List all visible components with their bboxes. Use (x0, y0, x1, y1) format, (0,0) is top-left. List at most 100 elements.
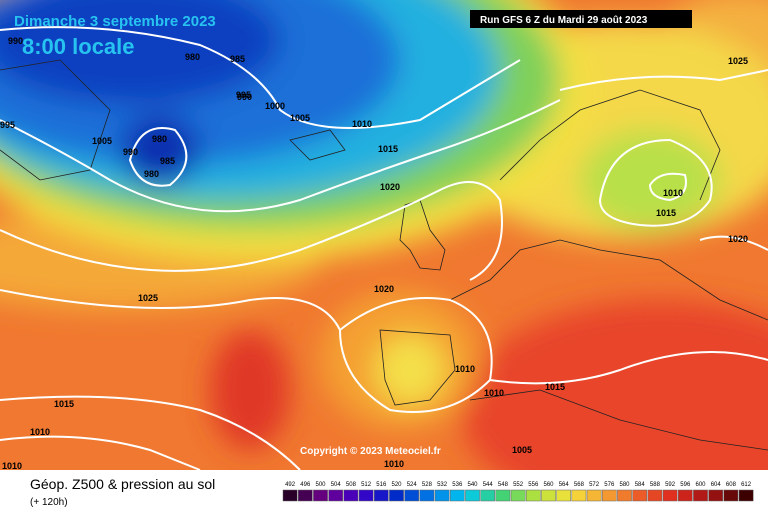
isobar-label: 1025 (138, 293, 158, 303)
scale-swatch (449, 489, 465, 502)
scale-swatch (556, 489, 572, 502)
scale-label: 584 (635, 482, 646, 488)
scale-label: 604 (711, 482, 722, 488)
footer-title: Géop. Z500 & pression au sol (30, 476, 215, 492)
scale-label: 608 (726, 482, 737, 488)
forecast-time: 8:00 locale (22, 34, 135, 59)
isobar-label: 980 (144, 169, 159, 179)
scale-swatch (465, 489, 480, 502)
isobar-label: 1010 (484, 388, 504, 398)
scale-swatch (677, 489, 693, 502)
coastlines (0, 59, 768, 451)
scale-swatch (282, 489, 298, 502)
isobar-label: 1015 (545, 382, 565, 392)
scale-swatch (510, 489, 526, 502)
scale-label: 536 (452, 482, 463, 488)
copyright: Copyright © 2023 Meteociel.fr (300, 446, 441, 457)
scale-swatch (617, 489, 632, 502)
scale-label: 500 (315, 482, 326, 488)
scale-swatch (647, 489, 663, 502)
scale-swatch (571, 489, 587, 502)
isobar-label: 1015 (378, 144, 398, 154)
scale-label: 568 (574, 482, 585, 488)
scale-label: 504 (331, 482, 342, 488)
isobar-label: 1020 (728, 234, 748, 244)
isobar-label: 985 (160, 156, 175, 166)
isobar-label: 1010 (663, 188, 683, 198)
isobar-label: 990 (123, 147, 138, 157)
isobar-label: 1005 (290, 113, 310, 123)
scale-label: 512 (361, 482, 372, 488)
isobar-label: 1010 (30, 427, 50, 437)
scale-swatch (328, 489, 344, 502)
isobar-label: 1005 (512, 445, 532, 455)
scale-swatch (389, 489, 404, 502)
scale-label: 508 (346, 482, 357, 488)
scale-swatch (419, 489, 435, 502)
scale-swatch (662, 489, 678, 502)
isobar-label: 1015 (656, 208, 676, 218)
scale-swatch (541, 489, 556, 502)
scale-swatch (723, 489, 739, 502)
scale-swatch (480, 489, 496, 502)
scale-label: 560 (543, 482, 554, 488)
isobar-label: 1005 (92, 136, 112, 146)
scale-swatch (373, 489, 389, 502)
isobar-label: 990 (8, 36, 23, 46)
scale-label: 548 (498, 482, 509, 488)
run-label: Run GFS 6 Z du Mardi 29 août 2023 (480, 15, 648, 26)
scale-label: 492 (285, 482, 296, 488)
scale-label: 592 (665, 482, 676, 488)
isobars (0, 26, 768, 471)
scale-label: 588 (650, 482, 661, 488)
scale-swatch (601, 489, 617, 502)
scale-label: 564 (559, 482, 570, 488)
scale-label: 520 (391, 482, 402, 488)
scale-label: 524 (407, 482, 418, 488)
isobar-label: 1000 (265, 101, 285, 111)
footer-lead: (+ 120h) (30, 497, 68, 508)
scale-swatch (525, 489, 541, 502)
isobar-label: 1015 (54, 399, 74, 409)
scale-label: 532 (437, 482, 448, 488)
run-box (470, 10, 692, 28)
scale-label: 612 (741, 482, 752, 488)
scale-swatch (358, 489, 374, 502)
scale-swatch (495, 489, 511, 502)
isobar-label: 990 (237, 92, 252, 102)
scale-swatch (434, 489, 450, 502)
scale-swatch (708, 489, 724, 502)
scale-label: 528 (422, 482, 433, 488)
isobar-label: 1010 (2, 461, 22, 471)
scale-label: 596 (680, 482, 691, 488)
isobar-label: 995 (0, 120, 15, 130)
scale-label: 576 (604, 482, 615, 488)
scale-label: 572 (589, 482, 600, 488)
scale-swatch (693, 489, 708, 502)
isobar-label: 985 (230, 54, 245, 64)
isobar-label: 1010 (384, 459, 404, 469)
scale-label: 496 (300, 482, 311, 488)
scale-swatch (738, 489, 754, 502)
scale-label: 544 (483, 482, 494, 488)
scale-label: 556 (528, 482, 539, 488)
scale-label: 540 (467, 482, 478, 488)
forecast-date: Dimanche 3 septembre 2023 (14, 13, 216, 30)
scale-swatch (586, 489, 602, 502)
scale-swatch (404, 489, 420, 502)
isobar-label: 995 (236, 90, 251, 100)
isobar-label: 1025 (728, 56, 748, 66)
scale-swatch (297, 489, 313, 502)
isobar-label: 1010 (455, 364, 475, 374)
scale-label: 600 (695, 482, 706, 488)
scale-swatch (313, 489, 328, 502)
isobar-label: 1020 (374, 284, 394, 294)
color-scale: 492 496 500 504 508 512 516 520 524 528 532 536 540 5… (282, 482, 754, 502)
scale-label: 580 (619, 482, 630, 488)
scale-label: 516 (376, 482, 387, 488)
isobar-label: 1010 (352, 119, 372, 129)
